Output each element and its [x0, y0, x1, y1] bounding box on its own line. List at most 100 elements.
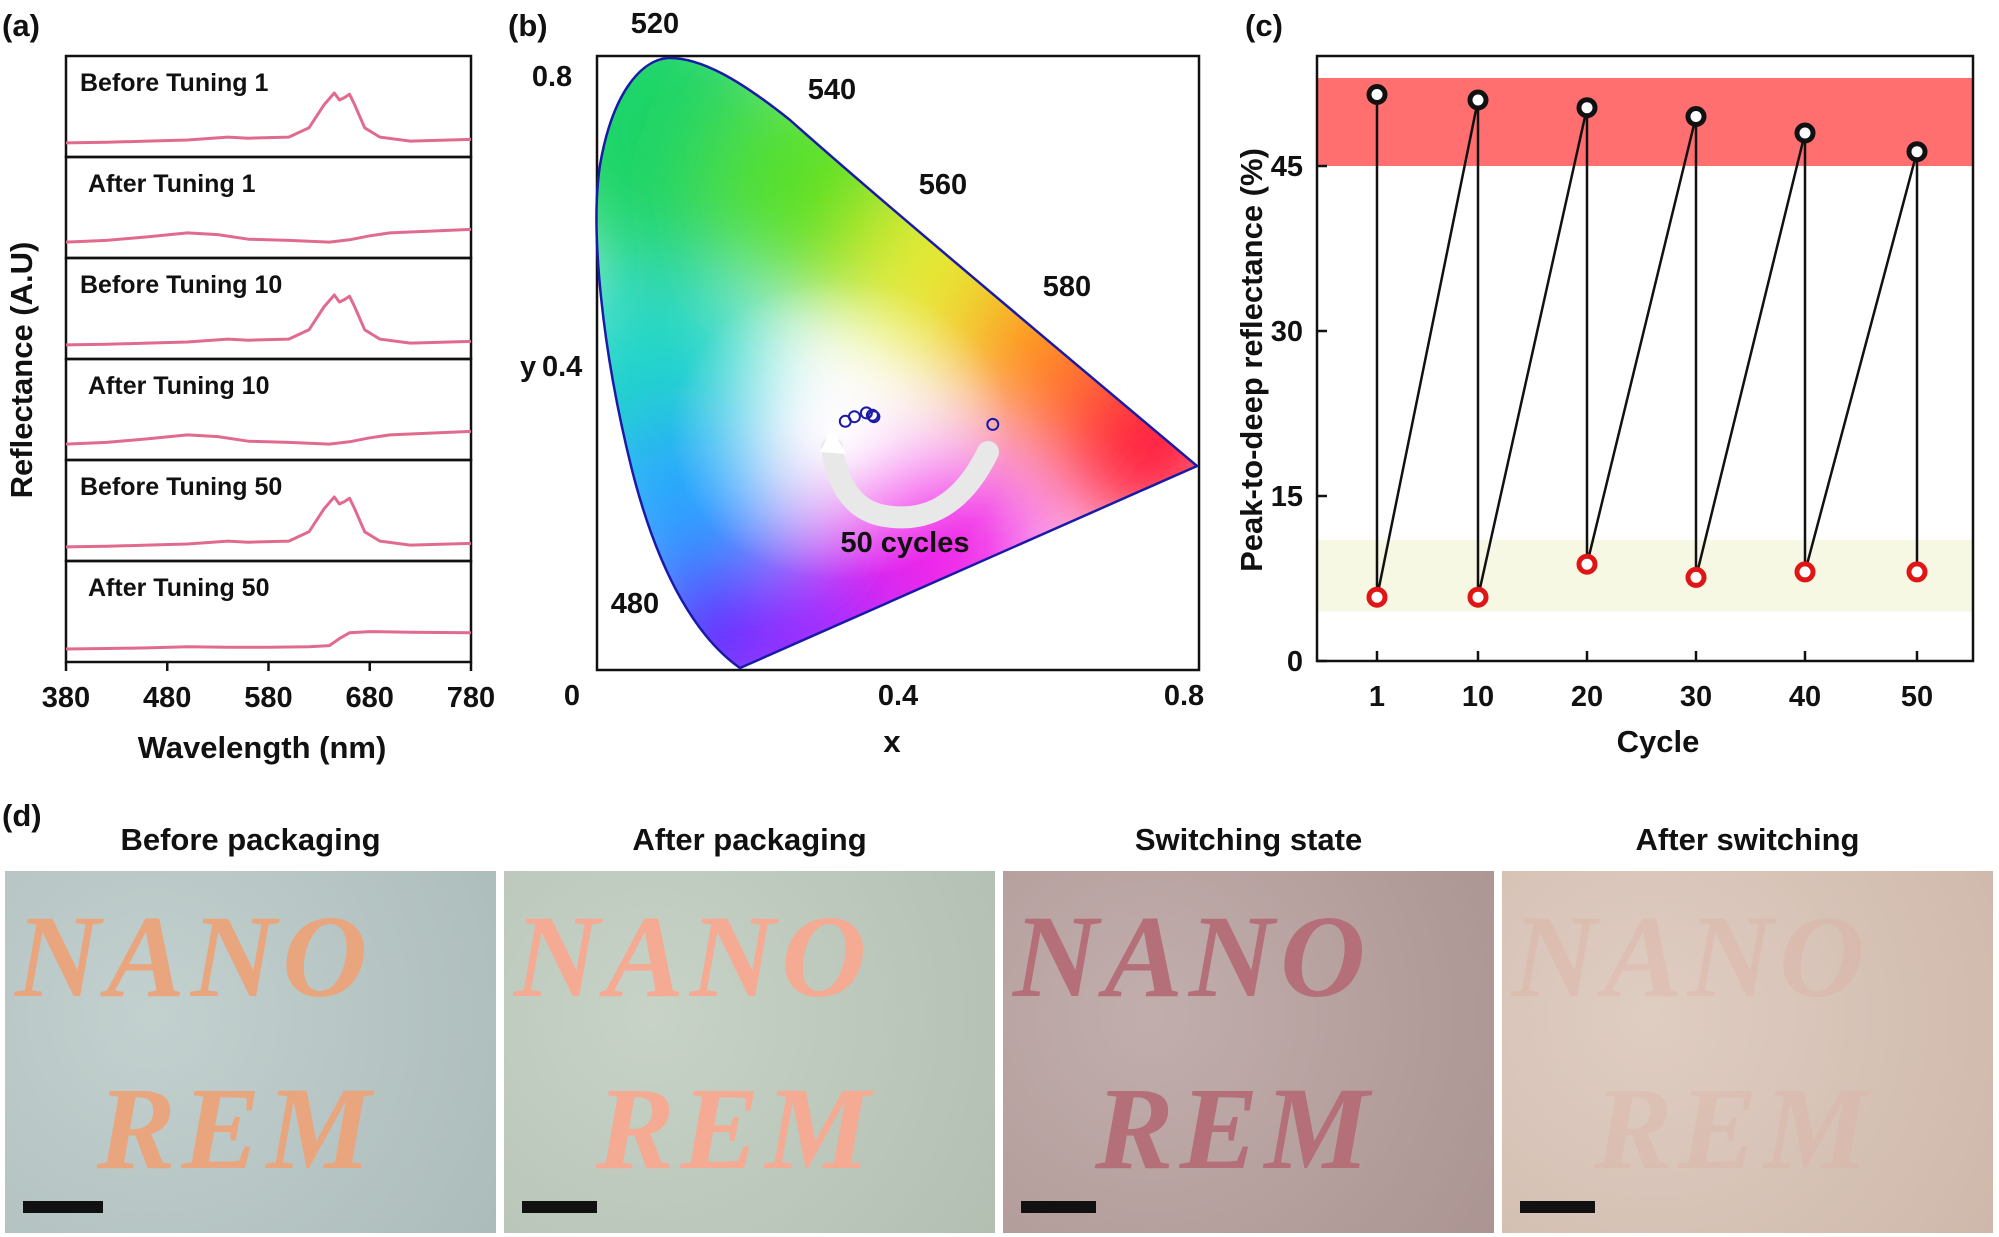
- panel-c: (c) 0 15 30 45 1 10 20 30 40 50 Peak-to-deep refl…: [1234, 8, 1975, 759]
- b-ytick-0.4: 0.4: [542, 351, 582, 383]
- spectrum-line-2: [65, 227, 472, 244]
- wl-label-480: 480: [611, 588, 659, 620]
- low-point-10: [1467, 586, 1489, 608]
- c-xtick-30: 30: [1680, 681, 1712, 713]
- c-ytick-0: 0: [1287, 646, 1303, 678]
- a-xtick-580: 580: [244, 682, 292, 714]
- c-xtick-40: 40: [1789, 681, 1821, 713]
- panel-a: (a) Reflectance (A.U) Before Tuning 1 Aft…: [2, 8, 495, 765]
- spectrum-label-5: Before Tuning 50: [80, 473, 282, 501]
- reflectance-bands: [1317, 78, 1973, 612]
- photo4-scale-bar: [1520, 1201, 1595, 1213]
- cycles-annotation: 50 cycles: [840, 527, 969, 559]
- cycle-zigzag: [1375, 94, 1919, 598]
- chroma-point-4: [867, 410, 881, 424]
- spectrum-label-3: Before Tuning 10: [80, 271, 282, 299]
- photo-title-1: Before packaging: [120, 822, 381, 857]
- b-ytick-0.8: 0.8: [532, 61, 572, 93]
- photo-title-4: After switching: [1635, 822, 1860, 857]
- photo3-word-rem: REM: [1095, 1063, 1376, 1194]
- b-xtick-0: 0: [564, 680, 580, 712]
- photo-before-packaging: NANO REM: [5, 871, 496, 1233]
- photo1-word-rem: REM: [97, 1063, 378, 1194]
- chroma-points: [838, 406, 1000, 431]
- c-xtick-10: 10: [1462, 681, 1494, 713]
- wl-label-560: 560: [919, 169, 967, 201]
- panel-c-frame: [1315, 54, 1975, 663]
- spectrum-line-3: [65, 293, 472, 347]
- a-xtick-380: 380: [42, 682, 90, 714]
- photo4-word-nano: NANO: [1512, 891, 1871, 1022]
- panel-b-frame: [595, 54, 1201, 672]
- panel-b: (b) 50 cycles 520 540 560: [508, 8, 1204, 759]
- photo1-scale-bar: [23, 1201, 103, 1213]
- photo2-word-nano: NANO: [514, 891, 873, 1022]
- spectrum-label-6: After Tuning 50: [88, 574, 269, 602]
- c-ytick-30: 30: [1271, 316, 1303, 348]
- spectra-stack: Before Tuning 1 After Tuning 1 Before Tuni…: [64, 54, 473, 664]
- panel-c-ticks: 0 15 30 45 1 10 20 30 40 50: [1271, 151, 1933, 713]
- spectrum-label-4: After Tuning 10: [88, 372, 269, 400]
- low-point-40: [1794, 561, 1816, 583]
- photo-switching-state: NANO REM: [1003, 871, 1494, 1233]
- cycle-arrow-head: [820, 428, 846, 454]
- c-xtick-1: 1: [1369, 681, 1385, 713]
- high-point-50: [1906, 141, 1928, 163]
- photo2-word-rem: REM: [596, 1063, 877, 1194]
- panel-letter-c: (c): [1245, 8, 1283, 43]
- panel-c-ylabel: Peak-to-deep reflectance (%): [1234, 148, 1269, 572]
- chroma-point-3: [859, 406, 873, 420]
- a-xtick-480: 480: [143, 682, 191, 714]
- photo-title-2: After packaging: [632, 822, 867, 857]
- panel-letter-a: (a): [2, 8, 40, 43]
- wl-label-580: 580: [1043, 271, 1091, 303]
- low-point-20: [1576, 553, 1598, 575]
- spectrum-label-2: After Tuning 1: [88, 170, 256, 198]
- c-xtick-50: 50: [1901, 681, 1933, 713]
- high-point-1: [1366, 84, 1388, 105]
- photo-title-3: Switching state: [1134, 822, 1363, 857]
- band-high: [1317, 78, 1973, 166]
- a-xtick-680: 680: [346, 682, 394, 714]
- panel-letter-d: (d): [2, 798, 42, 833]
- wl-label-520: 520: [631, 8, 679, 40]
- photo3-word-nano: NANO: [1013, 891, 1372, 1022]
- spectrum-line-5: [65, 495, 472, 549]
- photo4-word-rem: REM: [1594, 1063, 1875, 1194]
- high-point-10: [1467, 89, 1489, 111]
- high-point-20: [1576, 97, 1598, 119]
- panel-a-ylabel: Reflectance (A.U): [4, 242, 39, 499]
- chromaticity-fill: [596, 57, 1197, 668]
- c-xtick-20: 20: [1571, 681, 1603, 713]
- chroma-point-6: [986, 417, 1000, 431]
- b-ylabel: y: [520, 351, 536, 383]
- b-xtick-0.8: 0.8: [1164, 680, 1204, 712]
- band-low: [1317, 540, 1973, 612]
- low-point-30: [1685, 566, 1707, 588]
- high-point-40: [1794, 122, 1816, 144]
- spectrum-label-1: Before Tuning 1: [80, 69, 269, 97]
- photo3-scale-bar: [1021, 1201, 1096, 1213]
- panel-a-xlabel: Wavelength (nm): [138, 730, 387, 765]
- photo1-word-nano: NANO: [15, 891, 374, 1022]
- high-point-30: [1685, 106, 1707, 127]
- cycle-arrow: [821, 437, 999, 529]
- panel-letter-b: (b): [508, 8, 548, 43]
- spectrum-line-4: [65, 429, 472, 446]
- spectral-locus: [595, 56, 1200, 670]
- panel-c-xlabel: Cycle: [1617, 724, 1700, 759]
- low-point-50: [1906, 561, 1928, 583]
- spectrum-line-1: [65, 91, 472, 145]
- c-ytick-15: 15: [1271, 481, 1303, 513]
- chroma-point-5: [865, 408, 879, 422]
- cycle-lines: [1375, 94, 1919, 598]
- photo-after-switching: NANO REM: [1502, 871, 1993, 1233]
- chroma-point-2: [847, 410, 861, 424]
- c-ytick-45: 45: [1271, 151, 1303, 183]
- b-xlabel: x: [883, 724, 901, 759]
- photo-after-packaging: NANO REM: [504, 871, 995, 1233]
- cycle-points: [1366, 84, 1928, 608]
- b-xtick-0.4: 0.4: [878, 680, 918, 712]
- a-xtick-780: 780: [447, 682, 495, 714]
